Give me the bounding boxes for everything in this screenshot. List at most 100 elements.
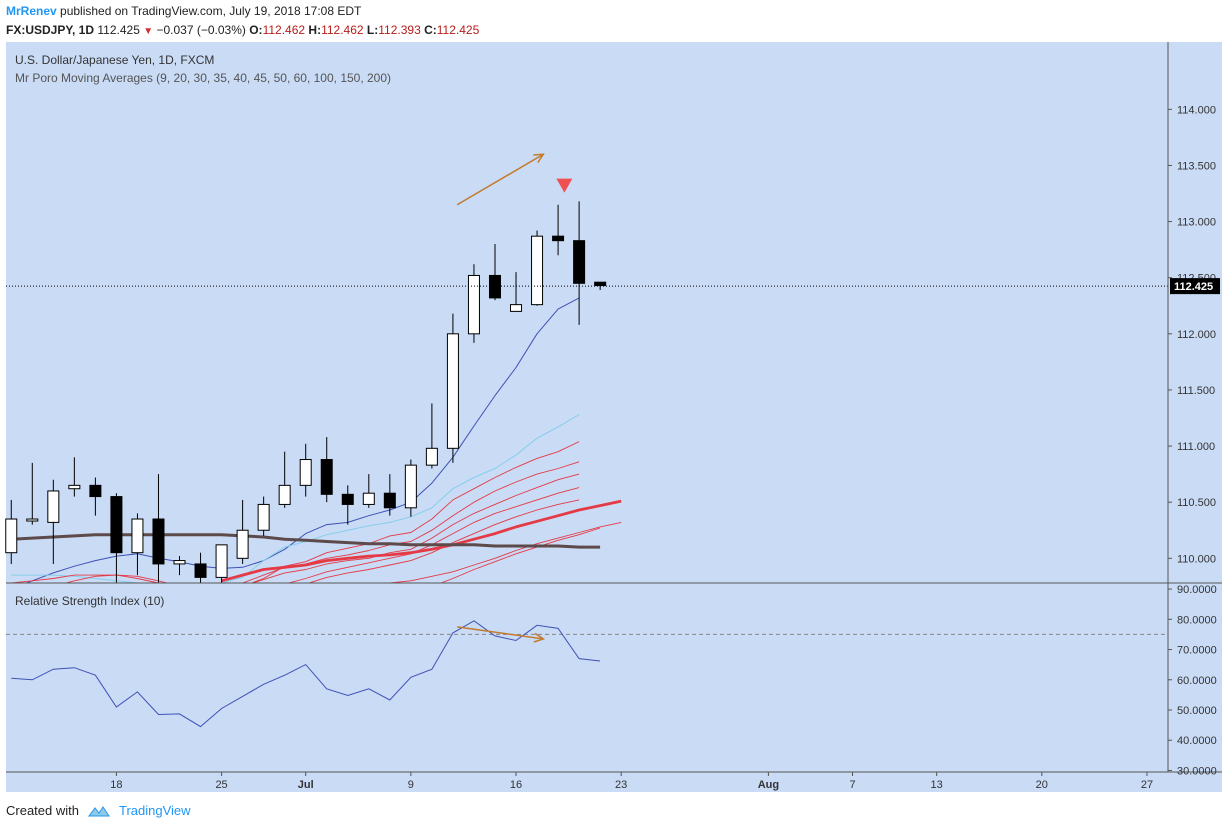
candle [510, 272, 523, 312]
price-tag: 112.425 [1170, 278, 1220, 295]
candle [236, 499, 249, 564]
time-axis-bg [6, 772, 1222, 792]
arrow-shaft [457, 626, 544, 640]
rsi-tick-label: 70.0000 [1177, 645, 1217, 657]
rsi-trend-arrow [457, 626, 546, 643]
candle-body-up [26, 518, 39, 522]
candle-body-up [467, 274, 480, 335]
tradingview-link[interactable]: TradingView [118, 803, 191, 818]
x-tick-label: Aug [758, 779, 779, 791]
candle-body-up [446, 333, 459, 449]
candle-body-up [278, 484, 291, 505]
candle [26, 462, 39, 525]
chart-title: U.S. Dollar/Japanese Yen, 1D, FXCM [15, 53, 214, 67]
candle [362, 474, 375, 508]
indicator-legend: Mr Poro Moving Averages (9, 20, 30, 35, … [15, 71, 391, 85]
candle [488, 244, 501, 301]
candle-body-up [404, 464, 417, 509]
candle-body-down [383, 492, 396, 509]
candle-body-up [425, 447, 438, 466]
published-text: published on TradingView.com, July 19, 2… [60, 4, 362, 18]
rsi-pane-bg [6, 583, 1168, 772]
close-value: 112.425 [436, 23, 480, 37]
rsi-line [11, 620, 601, 728]
high-label: H: [308, 23, 322, 37]
created-with-label: Created with [6, 803, 79, 818]
candle [299, 443, 312, 497]
x-tick-label: 7 [849, 779, 855, 791]
price-axis-bg [1168, 42, 1222, 772]
moving-average-line [11, 297, 580, 590]
rsi-tick-label: 30.0000 [1177, 765, 1217, 777]
candle [446, 313, 459, 463]
candle-body-down [110, 496, 123, 554]
tradingview-logo-icon[interactable] [87, 804, 111, 818]
high-value: 112.462 [321, 23, 364, 37]
price-pane-bg [6, 42, 1168, 583]
candle-body-down [320, 459, 333, 495]
candle-body-down [573, 240, 586, 284]
price-tag-text: 112.425 [1174, 281, 1213, 293]
close-label: C: [424, 23, 437, 37]
rsi-title: Relative Strength Index (10) [15, 594, 164, 608]
x-tick-label: 18 [110, 779, 122, 791]
x-tick-label: 25 [215, 779, 227, 791]
candle-body-up [257, 503, 270, 531]
candle [152, 474, 165, 583]
footer: Created with TradingView [6, 803, 191, 818]
candle [425, 403, 438, 469]
candle [531, 230, 544, 306]
candle-body-up [173, 560, 186, 565]
down-triangle-icon: ▼ [143, 26, 154, 37]
ohlc-header: FX:USDJPY, 1D 112.425 ▼ −0.037 (−0.03%) … [6, 23, 479, 37]
rsi-tick-label: 40.0000 [1177, 735, 1217, 747]
candle [68, 457, 81, 497]
moving-average-line [11, 414, 580, 587]
chart-area[interactable]: 110.000110.500111.000111.500112.000112.5… [0, 42, 1226, 792]
candle-body-up [131, 518, 144, 554]
candle [573, 201, 586, 325]
candle-body-up [236, 529, 249, 559]
candle [257, 496, 270, 536]
y-tick-label: 110.500 [1177, 497, 1216, 509]
axes: 110.000110.500111.000111.500112.000112.5… [6, 42, 1222, 792]
low-value: 112.393 [378, 23, 421, 37]
candle-body-up [5, 518, 18, 554]
trend-arrow [456, 153, 545, 206]
candle-body-up [47, 490, 60, 523]
rsi-tick-label: 50.0000 [1177, 705, 1217, 717]
candle-body-up [510, 304, 523, 312]
author-name[interactable]: MrRenev [6, 4, 57, 18]
x-tick-label: 16 [510, 779, 522, 791]
arrow-shaft [456, 153, 544, 206]
last-price: 112.425 [97, 23, 140, 37]
symbol-label: FX:USDJPY, 1D [6, 23, 95, 37]
rsi-pane[interactable] [6, 583, 1168, 772]
x-tick-label: 27 [1141, 779, 1153, 791]
candle [383, 474, 396, 516]
publish-info: MrRenev published on TradingView.com, Ju… [6, 4, 361, 18]
candle-body-down [488, 274, 501, 299]
candle-body-down [194, 563, 207, 578]
y-tick-label: 112.000 [1177, 329, 1216, 341]
candle-body-up [68, 484, 81, 490]
y-tick-label: 113.000 [1177, 217, 1216, 229]
low-label: L: [366, 23, 379, 37]
rsi-tick-label: 60.0000 [1177, 675, 1217, 687]
x-tick-label: 20 [1036, 779, 1048, 791]
open-label: O: [249, 23, 263, 37]
x-tick-label: 9 [408, 779, 414, 791]
candle [89, 477, 102, 516]
candle [173, 556, 186, 576]
candle [552, 204, 565, 256]
candle-body-down [552, 235, 565, 242]
price-pane[interactable] [5, 42, 1168, 627]
candle-body-up [531, 235, 544, 306]
candle [467, 264, 480, 343]
candle [110, 493, 123, 587]
y-tick-label: 110.000 [1177, 553, 1216, 565]
candle [320, 437, 333, 503]
rsi-tick-label: 80.0000 [1177, 614, 1217, 626]
moving-average-line [11, 533, 601, 549]
y-tick-label: 111.000 [1177, 441, 1215, 453]
